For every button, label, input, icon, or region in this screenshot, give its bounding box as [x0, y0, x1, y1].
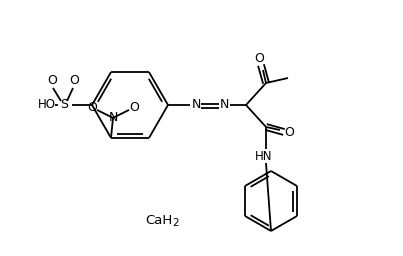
Text: O: O	[47, 74, 57, 88]
Text: O: O	[254, 51, 264, 65]
Text: HO: HO	[38, 99, 56, 112]
Text: HN: HN	[255, 150, 273, 163]
Text: O: O	[129, 101, 139, 114]
Text: CaH: CaH	[145, 214, 172, 227]
Text: O: O	[284, 125, 294, 138]
Text: N: N	[108, 111, 118, 124]
Text: O: O	[87, 101, 97, 114]
Text: 2: 2	[172, 218, 179, 228]
Text: N: N	[219, 99, 229, 112]
Text: S: S	[60, 99, 68, 112]
Text: N: N	[191, 99, 201, 112]
Text: O: O	[69, 74, 79, 88]
